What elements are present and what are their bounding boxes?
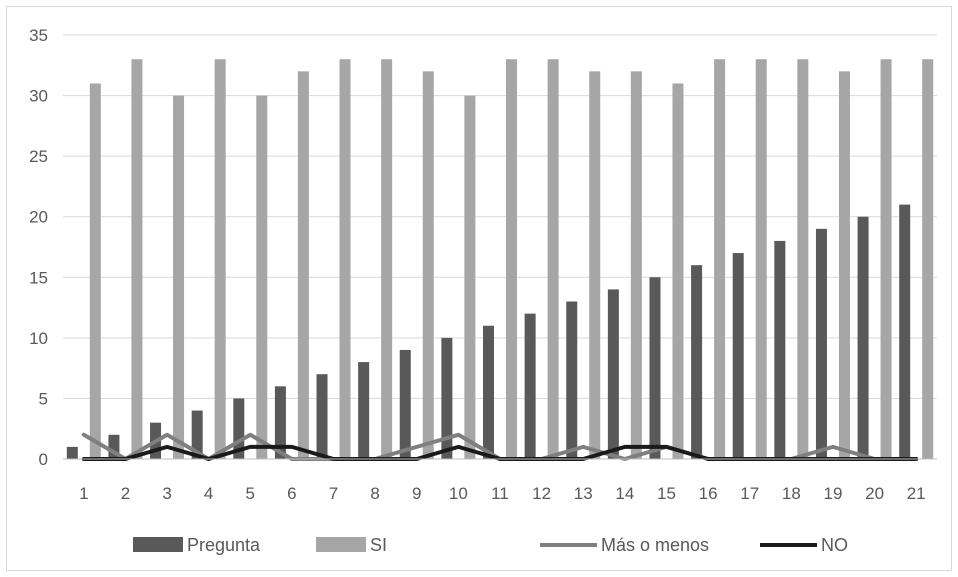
x-tick-label-6: 6 (287, 484, 296, 503)
y-tick-label-0: 0 (39, 450, 48, 469)
x-tick-label-9: 9 (412, 484, 421, 503)
x-tick-label-2: 2 (121, 484, 130, 503)
chart-frame (6, 6, 952, 571)
bar-pregunta-14 (607, 289, 619, 459)
bar-pregunta-11 (483, 325, 494, 459)
legend-item-si: SI (316, 535, 387, 555)
bar-si-20 (880, 59, 892, 459)
x-tick-label-15: 15 (657, 484, 676, 503)
bar-si-12 (547, 59, 559, 459)
legend-item-pregunta: Pregunta (133, 535, 261, 555)
bar-pregunta-15 (649, 277, 661, 459)
x-tick-label-17: 17 (740, 484, 759, 503)
bars (66, 59, 934, 460)
bar-pregunta-5 (233, 398, 245, 459)
y-axis-labels: 0 5 10 15 20 25 30 35 (29, 26, 48, 469)
legend-item-no: NO (760, 535, 848, 555)
bar-pregunta-13 (566, 301, 578, 459)
y-tick-label-10: 10 (29, 329, 48, 348)
bar-si-6 (297, 71, 309, 459)
line-no (81, 444, 919, 461)
bar-si-8 (381, 59, 393, 459)
bar-pregunta-21 (899, 204, 911, 459)
y-tick-label-25: 25 (29, 147, 48, 166)
bar-si-5 (256, 95, 268, 460)
x-tick-label-20: 20 (865, 484, 884, 503)
bar-pregunta-18 (774, 240, 786, 459)
bar-pregunta-2 (108, 434, 120, 459)
bar-si-14 (630, 71, 642, 459)
x-tick-label-13: 13 (574, 484, 593, 503)
bar-si-10 (464, 95, 476, 460)
legend: Pregunta SI Más o menos NO (133, 535, 848, 555)
y-tick-label-15: 15 (29, 268, 48, 287)
bar-pregunta-4 (191, 410, 203, 459)
legend-item-más-o-menos: Más o menos (540, 535, 709, 555)
x-tick-label-19: 19 (823, 484, 842, 503)
legend-label: Pregunta (187, 535, 261, 555)
x-tick-label-10: 10 (449, 484, 468, 503)
legend-label: Más o menos (601, 535, 709, 555)
bar-pregunta-1 (66, 446, 78, 459)
bar-si-15 (672, 83, 684, 459)
x-tick-label-21: 21 (907, 484, 926, 503)
bar-si-1 (89, 83, 101, 459)
x-tick-label-1: 1 (79, 484, 88, 503)
bar-si-19 (838, 71, 850, 459)
bar-pregunta-9 (399, 349, 411, 459)
bar-si-3 (173, 95, 185, 460)
bar-si-16 (714, 59, 726, 459)
x-tick-label-3: 3 (162, 484, 171, 503)
x-tick-label-7: 7 (329, 484, 338, 503)
x-tick-label-16: 16 (699, 484, 718, 503)
bar-si-18 (797, 59, 809, 459)
x-tick-label-11: 11 (491, 484, 509, 503)
line-más-o-menos (81, 432, 919, 461)
bar-pregunta-16 (691, 265, 703, 459)
bar-pregunta-20 (857, 216, 869, 459)
legend-swatch (316, 537, 366, 552)
legend-label: NO (821, 535, 848, 555)
y-tick-label-35: 35 (29, 26, 48, 45)
x-tick-label-4: 4 (204, 484, 213, 503)
bar-pregunta-17 (732, 253, 744, 459)
lines (81, 432, 919, 461)
bar-si-2 (131, 59, 143, 459)
y-tick-label-20: 20 (29, 208, 48, 227)
y-tick-label-5: 5 (39, 389, 48, 408)
gridlines (63, 34, 937, 399)
bar-si-7 (339, 59, 351, 459)
bar-si-11 (506, 59, 517, 459)
bar-pregunta-10 (441, 337, 453, 459)
bar-si-4 (214, 59, 226, 459)
x-tick-label-12: 12 (532, 484, 551, 503)
x-tick-label-8: 8 (370, 484, 379, 503)
bar-si-21 (922, 59, 934, 459)
x-tick-label-5: 5 (246, 484, 255, 503)
legend-swatch (133, 537, 183, 552)
bar-pregunta-19 (815, 228, 827, 459)
bar-si-17 (755, 59, 767, 459)
x-tick-label-14: 14 (615, 484, 634, 503)
bar-pregunta-6 (274, 386, 286, 459)
y-tick-label-30: 30 (29, 87, 48, 106)
bar-pregunta-7 (316, 374, 328, 459)
bar-pregunta-8 (358, 362, 370, 459)
x-tick-label-18: 18 (782, 484, 801, 503)
bar-pregunta-12 (524, 313, 536, 459)
bar-si-13 (589, 71, 601, 459)
bar-si-9 (422, 71, 434, 459)
x-axis-labels: 1 2 3 4 5 6 7 8 9 10 11 12 13 14 15 16 17 18 19 20 21 (79, 484, 926, 503)
legend-label: SI (370, 535, 387, 555)
